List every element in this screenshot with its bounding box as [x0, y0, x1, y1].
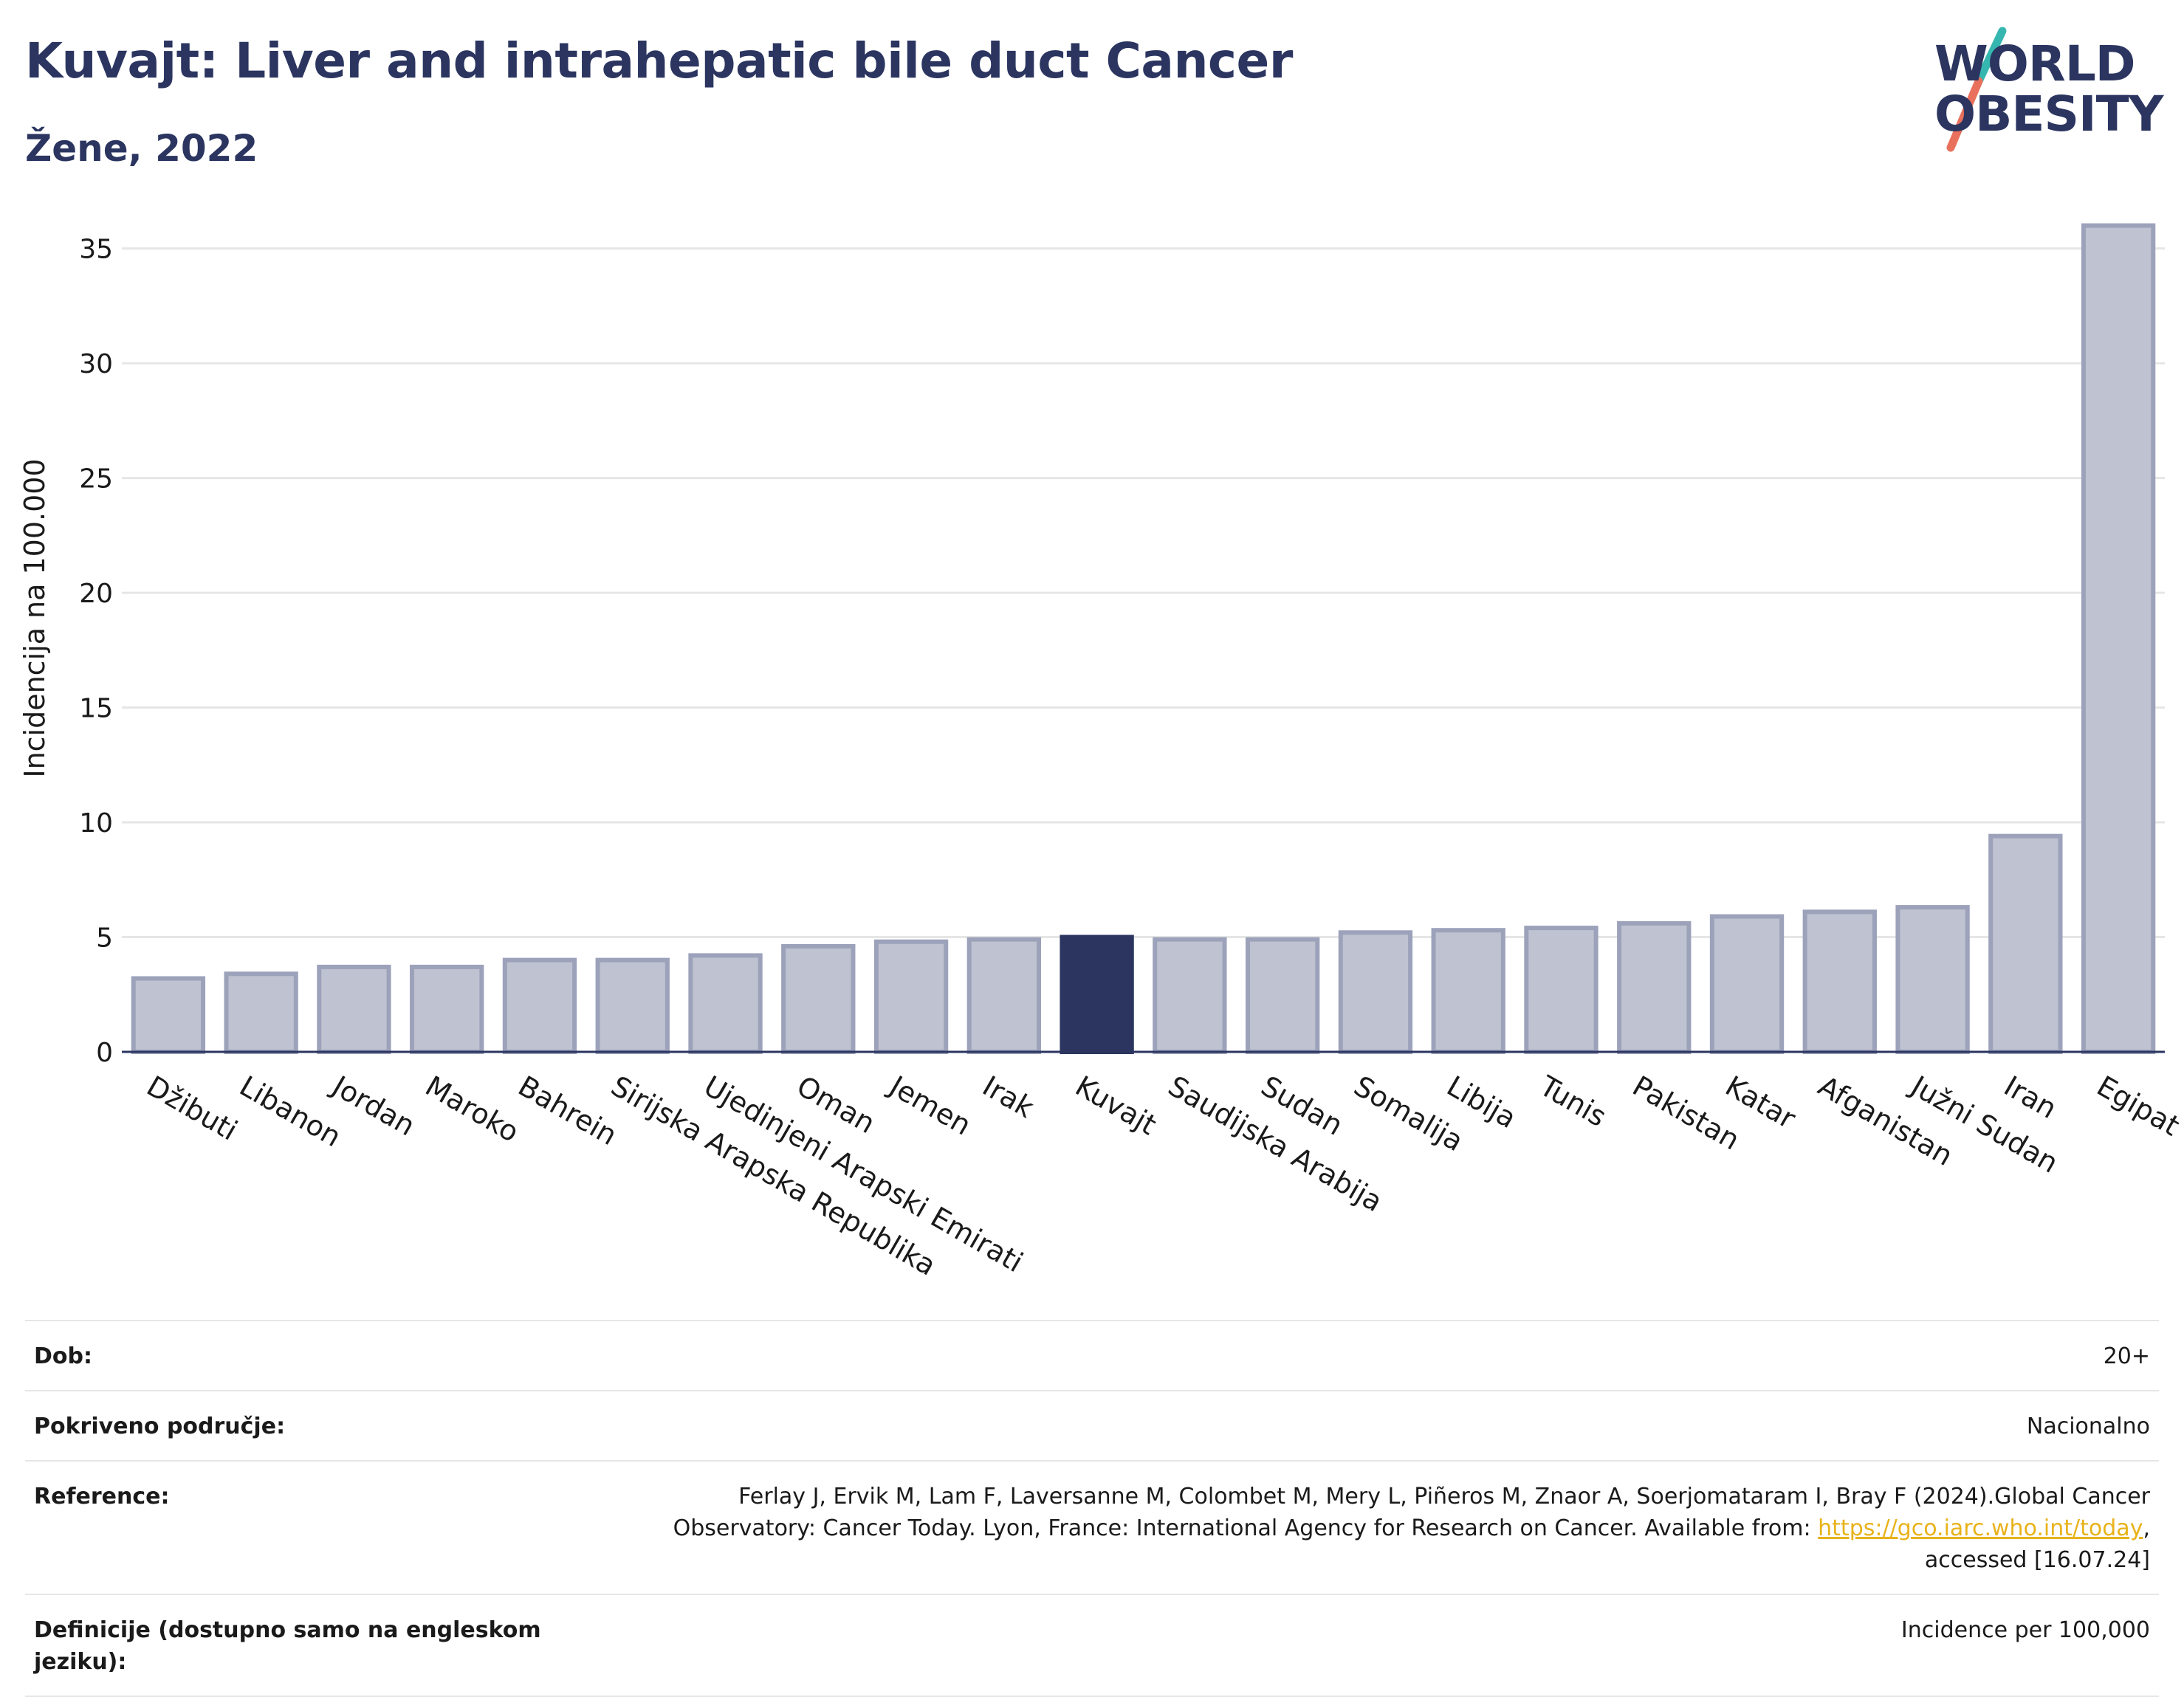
logo-slash-top: [1974, 27, 2007, 86]
reference-text-line1: Ferlay J, Ervik M, Lam F, Laversanne M, …: [738, 1484, 2150, 1510]
bar-libija[interactable]: [1431, 928, 1505, 1054]
bar-sudan[interactable]: [1245, 937, 1320, 1054]
x-tick-label: Bahrein: [512, 1070, 622, 1152]
y-tick-label: 15: [79, 694, 113, 724]
y-tick-label: 30: [79, 349, 113, 379]
bar-katar[interactable]: [1709, 914, 1785, 1054]
x-tick-label: Džibuti: [141, 1070, 243, 1147]
chart-subtitle: Žene, 2022: [25, 127, 258, 170]
meta-value-age: 20+: [2103, 1343, 2150, 1369]
x-tick-label: Maroko: [420, 1070, 525, 1149]
bar-irak[interactable]: [966, 937, 1042, 1054]
x-tick-label: Pakistan: [1627, 1070, 1745, 1157]
bar-južni-sudan[interactable]: [1895, 905, 1970, 1054]
x-tick-label: Tunis: [1534, 1069, 1612, 1133]
bar-egipat[interactable]: [2081, 223, 2156, 1054]
metadata-table: Dob: 20+ Pokriveno područje: Nacionalno …: [25, 1320, 2159, 1697]
y-tick-label: 0: [96, 1038, 113, 1068]
bar-pakistan[interactable]: [1617, 920, 1692, 1055]
bar-iran[interactable]: [1988, 833, 2063, 1054]
bar-saudijska-arabija[interactable]: [1153, 937, 1227, 1054]
bar-ujedinjeni-arapski-emirati[interactable]: [688, 953, 763, 1054]
bar-jordan[interactable]: [317, 964, 391, 1054]
y-tick-label: 35: [79, 235, 113, 265]
logo-word-world: WORLD: [1934, 35, 2136, 92]
bar-bahrein[interactable]: [502, 957, 577, 1055]
bars: [131, 223, 2156, 1055]
x-tick-label: Irak: [977, 1070, 1039, 1124]
x-tick-label: Jemen: [883, 1069, 977, 1142]
logo-slash-icon: [1946, 27, 2007, 152]
meta-row-reference: Reference: Ferlay J, Ervik M, Lam F, Lav…: [25, 1460, 2159, 1594]
bar-oman[interactable]: [781, 943, 856, 1054]
bar-afganistan[interactable]: [1802, 909, 1877, 1054]
logo-slash-bottom: [1946, 77, 1983, 152]
meta-value-coverage: Nacionalno: [2026, 1414, 2150, 1439]
bar-maroko[interactable]: [410, 964, 484, 1054]
x-tick-label: Libanon: [234, 1070, 346, 1153]
bar-džibuti[interactable]: [131, 976, 206, 1055]
y-tick-label: 25: [79, 464, 113, 495]
meta-label-coverage: Pokriveno područje:: [34, 1414, 286, 1439]
x-tick-label: Iran: [1999, 1070, 2062, 1125]
meta-label-reference: Reference:: [34, 1484, 170, 1510]
bar-sirijska-arapska-republika[interactable]: [595, 957, 670, 1055]
reference-comma: ,: [2143, 1515, 2150, 1541]
meta-row-coverage: Pokriveno područje: Nacionalno: [25, 1390, 2159, 1460]
meta-row-age: Dob: 20+: [25, 1320, 2159, 1390]
bar-tunis[interactable]: [1524, 926, 1598, 1055]
logo-word-obesity: OBESITY: [1934, 86, 2163, 142]
meta-row-definitions: Definicije (dostupno samo na engleskom j…: [25, 1594, 2159, 1697]
x-tick-label: Kuvajt: [1070, 1070, 1161, 1141]
y-axis-label: Incidencija na 100.000: [18, 458, 51, 777]
meta-value-definitions: Incidence per 100,000: [1900, 1617, 2150, 1643]
reference-text-line2: Observatory: Cancer Today. Lyon, France:…: [673, 1515, 1819, 1541]
reference-link[interactable]: https://gco.iarc.who.int/today: [1818, 1515, 2143, 1541]
y-tick-label: 5: [96, 923, 113, 954]
y-tick-label: 10: [79, 808, 113, 839]
meta-value-reference: Ferlay J, Ervik M, Lam F, Laversanne M, …: [673, 1481, 2150, 1576]
reference-accessed: accessed [16.07.24]: [1924, 1547, 2150, 1573]
bar-libanon[interactable]: [224, 971, 298, 1054]
meta-label-age: Dob:: [34, 1343, 92, 1369]
y-tick-label: 20: [79, 579, 113, 609]
x-tick-label: Egipat: [2092, 1070, 2184, 1143]
grid-lines: [122, 247, 2165, 939]
bar-kuvajt[interactable]: [1060, 934, 1134, 1055]
meta-label-definitions: Definicije (dostupno samo na engleskom j…: [34, 1617, 541, 1675]
chart-title: Kuvajt: Liver and intrahepatic bile duct…: [25, 32, 1293, 89]
bar-somalija[interactable]: [1338, 930, 1413, 1055]
bar-jemen[interactable]: [873, 939, 949, 1055]
world-obesity-logo: WORLD OBESITY: [1920, 22, 2171, 155]
